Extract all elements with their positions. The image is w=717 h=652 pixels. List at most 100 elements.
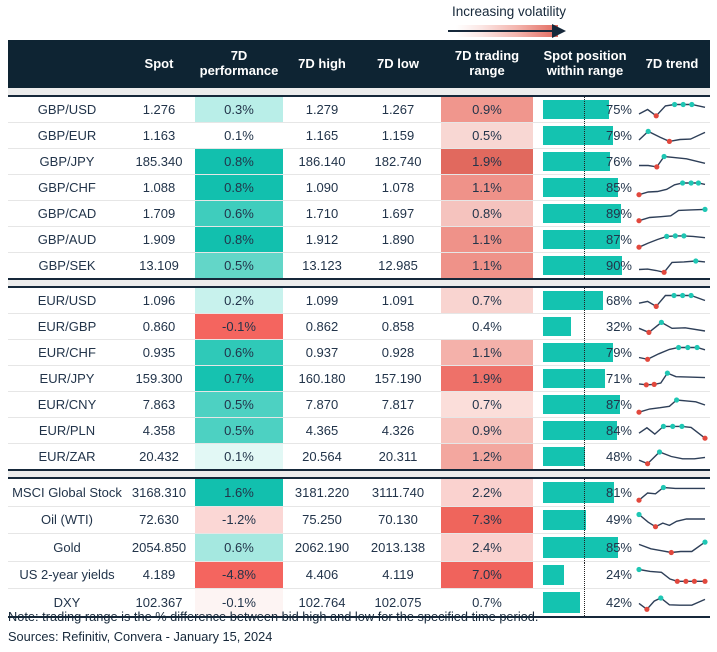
trend-sparkline (634, 175, 710, 200)
position-bar (543, 291, 603, 310)
range-cell: 2.4% (441, 534, 533, 561)
high-value: 3181.220 (294, 484, 350, 500)
high-value: 1.165 (305, 128, 339, 143)
position-label: 87% (605, 232, 632, 247)
position-label: 85% (605, 180, 632, 195)
table-row: Gold 2054.850 0.6% 2062.190 2013.138 2.4… (8, 533, 710, 561)
high-value: 186.140 (298, 154, 346, 169)
position-bar (543, 100, 609, 119)
instrument-label: EUR/GBP (37, 319, 97, 334)
table-row: DXY 102.367 -0.1% 102.764 102.075 0.7% 4… (8, 588, 710, 616)
header-range: 7D trading range (454, 48, 520, 78)
position-label: 81% (605, 484, 632, 500)
low-value: 4.119 (382, 567, 414, 583)
header-trend: 7D trend (645, 55, 699, 71)
low-value: 1.697 (381, 206, 415, 221)
spot-value: 185.340 (135, 154, 183, 169)
position-midline (584, 479, 585, 506)
table-row: EUR/ZAR 20.432 0.1% 20.564 20.311 1.2% 4… (8, 443, 710, 469)
position-cell: 87% (536, 392, 634, 417)
position-label: 85% (605, 539, 632, 555)
table-group: GBP/USD 1.276 0.3% 1.279 1.267 0.9% 75% … (8, 95, 710, 280)
range-cell: 0.7% (441, 392, 533, 417)
position-midline (584, 149, 585, 174)
position-midline (584, 175, 585, 200)
instrument-label: US 2-year yields (19, 567, 115, 583)
position-label: 75% (605, 102, 632, 117)
position-label: 32% (605, 319, 632, 334)
instrument-label: EUR/PLN (38, 423, 96, 438)
position-cell: 79% (536, 340, 634, 365)
low-value: 1.091 (381, 293, 415, 308)
position-bar (543, 395, 620, 414)
performance-cell: 0.8% (195, 227, 283, 252)
spot-value: 13.109 (139, 258, 179, 273)
table-header: Spot 7D performance 7D high 7D low 7D tr… (8, 40, 710, 88)
table-row: GBP/USD 1.276 0.3% 1.279 1.267 0.9% 75% (8, 97, 710, 122)
position-bar (543, 126, 613, 145)
position-cell: 75% (536, 97, 634, 122)
range-cell: 0.9% (441, 418, 533, 443)
trend-sparkline (634, 123, 710, 148)
performance-cell: 0.7% (195, 366, 283, 391)
high-value: 1.912 (305, 232, 339, 247)
position-midline (584, 506, 585, 533)
range-cell: 1.1% (441, 253, 533, 278)
performance-cell: 0.6% (195, 340, 283, 365)
high-value: 1.710 (305, 206, 339, 221)
range-cell: 0.7% (441, 589, 533, 616)
instrument-label: EUR/USD (37, 293, 97, 308)
table-row: GBP/SEK 13.109 0.5% 13.123 12.985 1.1% 9… (8, 252, 710, 278)
performance-cell: 0.5% (195, 392, 283, 417)
range-cell: 1.1% (441, 340, 533, 365)
spot-value: 1.163 (142, 128, 176, 143)
spot-value: 2054.850 (131, 539, 187, 555)
spot-value: 4.358 (142, 423, 176, 438)
range-cell: 2.2% (441, 479, 533, 506)
table-row: EUR/CNY 7.863 0.5% 7.870 7.817 0.7% 87% (8, 391, 710, 417)
position-midline (584, 227, 585, 252)
high-value: 160.180 (298, 371, 346, 386)
range-cell: 0.8% (441, 201, 533, 226)
header-low: 7D low (377, 55, 419, 71)
position-midline (584, 253, 585, 278)
trend-sparkline (634, 227, 710, 252)
position-cell: 48% (536, 444, 634, 469)
high-value: 1.090 (305, 180, 339, 195)
position-bar (543, 421, 617, 440)
table-body-groups: GBP/USD 1.276 0.3% 1.279 1.267 0.9% 75% … (8, 88, 710, 618)
range-cell: 1.9% (441, 149, 533, 174)
instrument-label: Oil (WTI) (41, 512, 93, 528)
range-cell: 0.5% (441, 123, 533, 148)
performance-cell: 0.2% (195, 288, 283, 313)
position-cell: 79% (536, 123, 634, 148)
table-row: EUR/JPY 159.300 0.7% 160.180 157.190 1.9… (8, 365, 710, 391)
range-cell: 1.2% (441, 444, 533, 469)
position-cell: 87% (536, 227, 634, 252)
low-value: 3111.740 (371, 484, 425, 500)
performance-cell: 0.3% (195, 97, 283, 122)
high-value: 4.406 (305, 567, 339, 583)
position-bar (543, 592, 580, 613)
high-value: 1.279 (305, 102, 339, 117)
spot-value: 1.088 (142, 180, 176, 195)
high-value: 7.870 (305, 397, 339, 412)
position-midline (584, 534, 585, 561)
low-value: 12.985 (378, 258, 418, 273)
spot-value: 7.863 (142, 397, 176, 412)
range-cell: 0.9% (441, 97, 533, 122)
position-midline (584, 392, 585, 417)
position-cell: 85% (536, 175, 634, 200)
position-label: 48% (605, 449, 632, 464)
trend-sparkline (634, 562, 710, 589)
position-midline (584, 123, 585, 148)
instrument-label: GBP/USD (37, 102, 97, 117)
instrument-label: EUR/CHF (38, 345, 96, 360)
position-bar (543, 317, 572, 336)
trend-sparkline (634, 253, 710, 278)
position-midline (584, 366, 585, 391)
position-bar (543, 537, 618, 558)
position-label: 90% (605, 258, 632, 273)
instrument-label: GBP/CHF (38, 180, 96, 195)
low-value: 7.817 (381, 397, 415, 412)
